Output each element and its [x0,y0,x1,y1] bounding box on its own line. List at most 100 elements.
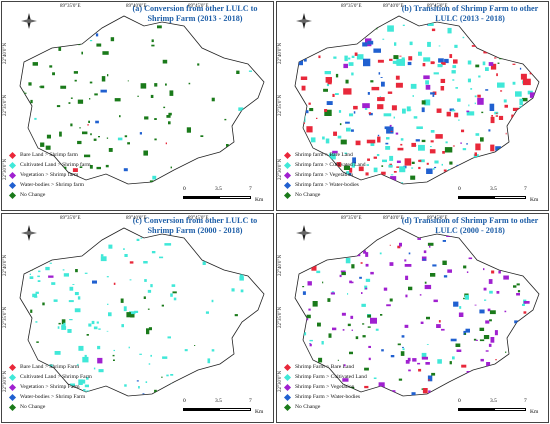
change-patch [375,328,379,331]
change-patch [447,269,452,273]
change-patch [74,292,79,296]
change-patch [124,135,128,138]
diamond-icon [283,171,292,179]
change-patch [72,284,75,285]
change-patch [505,145,509,149]
change-patch [148,363,151,365]
change-patch [479,163,484,167]
scale-tick-label: 7 [524,398,527,404]
change-patch [430,61,435,65]
change-patch [336,162,342,167]
legend-item: Bare Land > Shrimp farm [8,150,91,160]
change-patch [107,303,109,305]
change-patch [427,41,431,47]
change-patch [383,113,392,117]
change-patch [426,316,430,320]
change-patch [399,242,402,247]
change-patch [79,166,83,168]
change-patch [520,146,526,150]
change-patch [528,317,531,320]
lon-tick-label: 89°35'0"E [60,4,81,9]
change-patch [418,398,421,400]
legend-item: Shrimp Farm > Bare Land [283,362,367,372]
diamond-icon [8,181,17,189]
change-patch [437,64,443,68]
change-patch [426,162,429,165]
change-patch [343,63,348,69]
scale-tick-label: 7 [249,186,252,192]
change-patch [327,298,331,302]
change-patch [63,322,66,327]
change-patch [100,254,104,257]
change-patch [129,279,132,281]
change-patch [424,99,431,106]
change-patch [164,243,172,246]
change-patch [400,143,403,146]
change-patch [124,254,128,257]
change-patch [495,255,498,258]
change-patch [72,168,78,172]
change-patch [361,292,363,294]
change-patch [30,99,33,104]
change-patch [67,30,73,35]
diamond-icon [283,191,292,199]
change-patch [533,132,539,140]
change-patch [422,258,426,261]
change-patch [375,25,377,27]
change-patch [110,37,115,42]
change-patch [424,285,428,289]
change-patch [92,280,97,284]
change-patch [528,51,532,54]
legend-item: Shrimp Farm > Water-bodies [283,392,367,402]
change-patch [215,157,222,162]
legend-label: Vegetation > Shrimp Farm [20,384,80,390]
change-patch [84,272,88,274]
change-patch [343,165,350,170]
change-patch [337,359,339,361]
map-legend: Shrimp farm > Bare Land Shrimp farm > Cu… [283,150,366,200]
change-patch [78,345,84,351]
change-patch [473,154,479,160]
change-patch [328,333,332,338]
change-patch [239,276,244,281]
change-patch [309,343,311,344]
change-patch [188,82,191,85]
change-patch [489,319,492,322]
legend-label: Shrimp Farm > Cultivated Land [295,374,367,380]
change-patch [214,377,217,380]
change-patch [384,126,392,130]
change-patch [426,168,433,174]
change-patch [449,161,453,165]
change-patch [404,158,412,166]
scale-bar: 0 3.5 7 Km [458,398,538,420]
change-patch [480,137,484,142]
change-patch [140,237,143,239]
region-boundary [294,227,540,397]
change-patch [89,165,93,169]
change-patch [440,86,445,91]
change-patch [127,80,129,82]
change-patch [57,326,60,329]
change-patch [123,306,127,312]
change-patch [446,111,451,117]
change-patch [143,261,148,264]
change-patch [74,79,77,82]
change-patch [32,62,38,66]
change-patch [348,57,351,60]
change-patch [474,95,477,98]
change-patch [395,82,403,88]
change-patch [487,308,491,312]
north-arrow-icon [21,225,37,241]
change-patch [226,144,229,147]
change-patch [489,290,493,294]
change-patch [453,301,459,307]
change-patch [396,160,401,163]
change-patch [341,312,346,316]
change-patch [298,60,303,66]
change-patch [432,264,437,267]
change-patch [474,152,477,156]
lon-tick-label: 89°45'0"E [427,216,448,221]
change-patch [520,73,527,80]
change-patch [456,378,462,383]
